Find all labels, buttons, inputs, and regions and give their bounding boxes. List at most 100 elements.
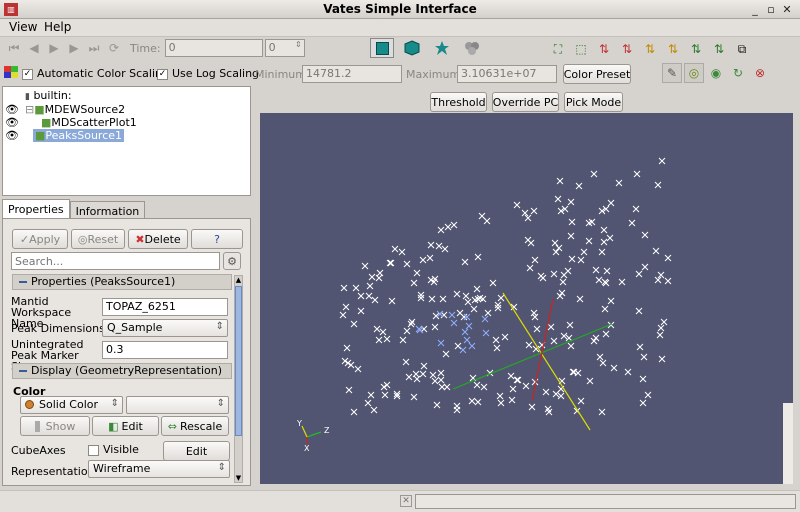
auto-color-scaling-checkbox[interactable]: ✓ Automatic Color Scaling	[22, 67, 169, 80]
representation-select[interactable]: Wireframe	[88, 460, 230, 478]
multiple-views-icon[interactable]: ⧉	[737, 41, 747, 56]
rebin-cancel-icon[interactable]: ⊗	[754, 66, 766, 80]
workspace-name-input[interactable]: TOPAZ_6251	[102, 298, 228, 316]
view-minus-x-icon[interactable]: ⇅	[621, 42, 633, 56]
peaks-scatter-canvas[interactable]: Z Y X	[260, 113, 793, 484]
view-plus-y-icon[interactable]: ⇅	[644, 42, 656, 56]
peak-markers	[339, 157, 672, 416]
pipeline-item-mdscatterplot1[interactable]: 👁 ■MDScatterPlot1	[5, 116, 137, 129]
override-pc-button[interactable]: Override PC	[492, 92, 559, 112]
abort-icon[interactable]: ✕	[400, 495, 412, 507]
play-icon[interactable]: ▶	[49, 41, 59, 55]
minimize-icon[interactable]: _	[752, 3, 758, 16]
peak-marker	[441, 245, 449, 253]
peak-marker	[654, 276, 662, 284]
close-icon[interactable]: ✕	[782, 3, 792, 16]
view-plus-z-icon[interactable]: ⇅	[690, 42, 702, 56]
edit-color-map-button[interactable]: ◧ Edit	[92, 416, 159, 436]
peak-dimensions-select[interactable]: Q_Sample	[102, 319, 228, 337]
splitter-handle[interactable]	[252, 86, 258, 486]
last-frame-icon[interactable]: ⏭	[88, 40, 100, 55]
peak-marker	[640, 353, 648, 361]
scroll-up-icon[interactable]: ▲	[235, 276, 242, 284]
menu-view[interactable]: View	[9, 20, 38, 34]
peak-marker	[459, 346, 467, 354]
menu-help[interactable]: Help	[44, 20, 72, 34]
splatterplot-view-button[interactable]	[460, 38, 484, 58]
peak-marker	[590, 170, 598, 178]
orientation-z-label: Z	[324, 426, 330, 435]
standard-view-button[interactable]	[370, 38, 394, 58]
reset-button[interactable]: ◎ Reset	[71, 229, 125, 249]
peak-marker	[555, 244, 563, 252]
pipeline-item-peakssource1[interactable]: 👁 ■PeaksSource1	[5, 129, 249, 142]
loop-icon[interactable]: ⟳	[108, 41, 120, 55]
scroll-down-icon[interactable]: ▼	[235, 474, 242, 482]
color-by-select[interactable]: Solid Color	[20, 396, 123, 414]
peak-marker	[639, 399, 647, 407]
peak-marker	[501, 333, 509, 341]
apply-button[interactable]: ✓ Apply	[12, 229, 68, 249]
pipeline-root[interactable]: ▮ builtin:	[25, 89, 72, 102]
minimum-input[interactable]: 14781.2	[302, 65, 402, 83]
reset-camera-icon[interactable]: ⛶	[553, 41, 563, 56]
interaction-toolbar: ✎ ◎ ◉ ↻ ⊗	[662, 63, 770, 83]
tab-information[interactable]: Information	[69, 201, 146, 219]
view-minus-y-icon[interactable]: ⇅	[667, 42, 679, 56]
title-bar: ▥ Vates Simple Interface _ ▫ ✕	[0, 0, 800, 19]
cubeaxes-edit-button[interactable]: Edit	[163, 441, 230, 461]
advanced-gear-icon[interactable]: ⚙	[223, 252, 241, 270]
threeslice-view-button[interactable]	[430, 38, 454, 58]
time-step-spinbox[interactable]: 0 ⇕	[264, 39, 305, 57]
pipeline-item-mdewsource2[interactable]: 👁 ⊟■MDEWSource2	[5, 103, 125, 116]
delete-button[interactable]: ✖ Delete	[128, 229, 188, 249]
marker-size-input[interactable]: 0.3	[102, 341, 228, 359]
rescale-button[interactable]: ⇔ Rescale	[161, 416, 229, 436]
time-input[interactable]: 0	[164, 39, 263, 57]
apply-label: Apply	[29, 232, 61, 246]
scrollbar-thumb[interactable]	[235, 286, 242, 436]
peak-marker	[461, 258, 469, 266]
properties-scrollbar[interactable]: ▲ ▼	[234, 275, 243, 483]
show-button[interactable]: Show	[20, 416, 90, 436]
zoom-to-box-icon[interactable]: ⬚	[575, 42, 587, 56]
first-frame-icon[interactable]: ⏮	[8, 40, 20, 55]
reset-center-icon[interactable]: ↻	[732, 66, 744, 80]
peak-marker	[557, 207, 565, 215]
delete-icon: ✖	[135, 232, 145, 246]
properties-section-header[interactable]: Properties (PeaksSource1)	[12, 274, 232, 290]
pick-center-icon[interactable]: ◉	[710, 66, 722, 80]
multislice-view-button[interactable]	[400, 38, 424, 58]
peak-marker	[542, 388, 550, 396]
peak-marker	[405, 373, 413, 381]
next-frame-icon[interactable]: ▶	[69, 41, 79, 55]
view-plus-x-icon[interactable]: ⇅	[598, 42, 610, 56]
use-log-scaling-checkbox[interactable]: ✓ Use Log Scaling	[157, 67, 259, 80]
color-label: Color	[13, 385, 46, 398]
tab-properties[interactable]: Properties	[2, 199, 70, 219]
maximize-icon[interactable]: ▫	[767, 3, 775, 16]
maximum-input[interactable]: 3.10631e+07	[457, 65, 557, 83]
pick-mode-button[interactable]: Pick Mode	[564, 92, 623, 112]
display-section-header[interactable]: Display (GeometryRepresentation)	[12, 363, 232, 379]
cubeaxes-visible-checkbox[interactable]: Visible	[88, 443, 139, 456]
color-component-select[interactable]	[126, 396, 229, 414]
peak-marker	[577, 256, 585, 264]
peak-marker	[539, 274, 547, 282]
search-input[interactable]	[11, 252, 220, 270]
peak-marker	[473, 381, 481, 389]
peak-marker	[417, 294, 425, 302]
render-viewport[interactable]: Z Y X	[260, 113, 793, 484]
peak-marker	[407, 320, 415, 328]
rotation-center-icon[interactable]: ◎	[684, 63, 704, 83]
peak-marker	[354, 365, 362, 373]
help-button[interactable]: ?	[191, 229, 243, 249]
interact-icon[interactable]: ✎	[662, 63, 682, 83]
threshold-button[interactable]: Threshold	[430, 92, 487, 112]
window-title: Vates Simple Interface	[323, 2, 477, 16]
peak-marker	[497, 294, 505, 302]
color-preset-button[interactable]: Color Preset	[563, 64, 631, 84]
peak-marker	[453, 402, 461, 410]
previous-frame-icon[interactable]: ◀	[29, 41, 39, 55]
view-minus-z-icon[interactable]: ⇅	[713, 42, 725, 56]
